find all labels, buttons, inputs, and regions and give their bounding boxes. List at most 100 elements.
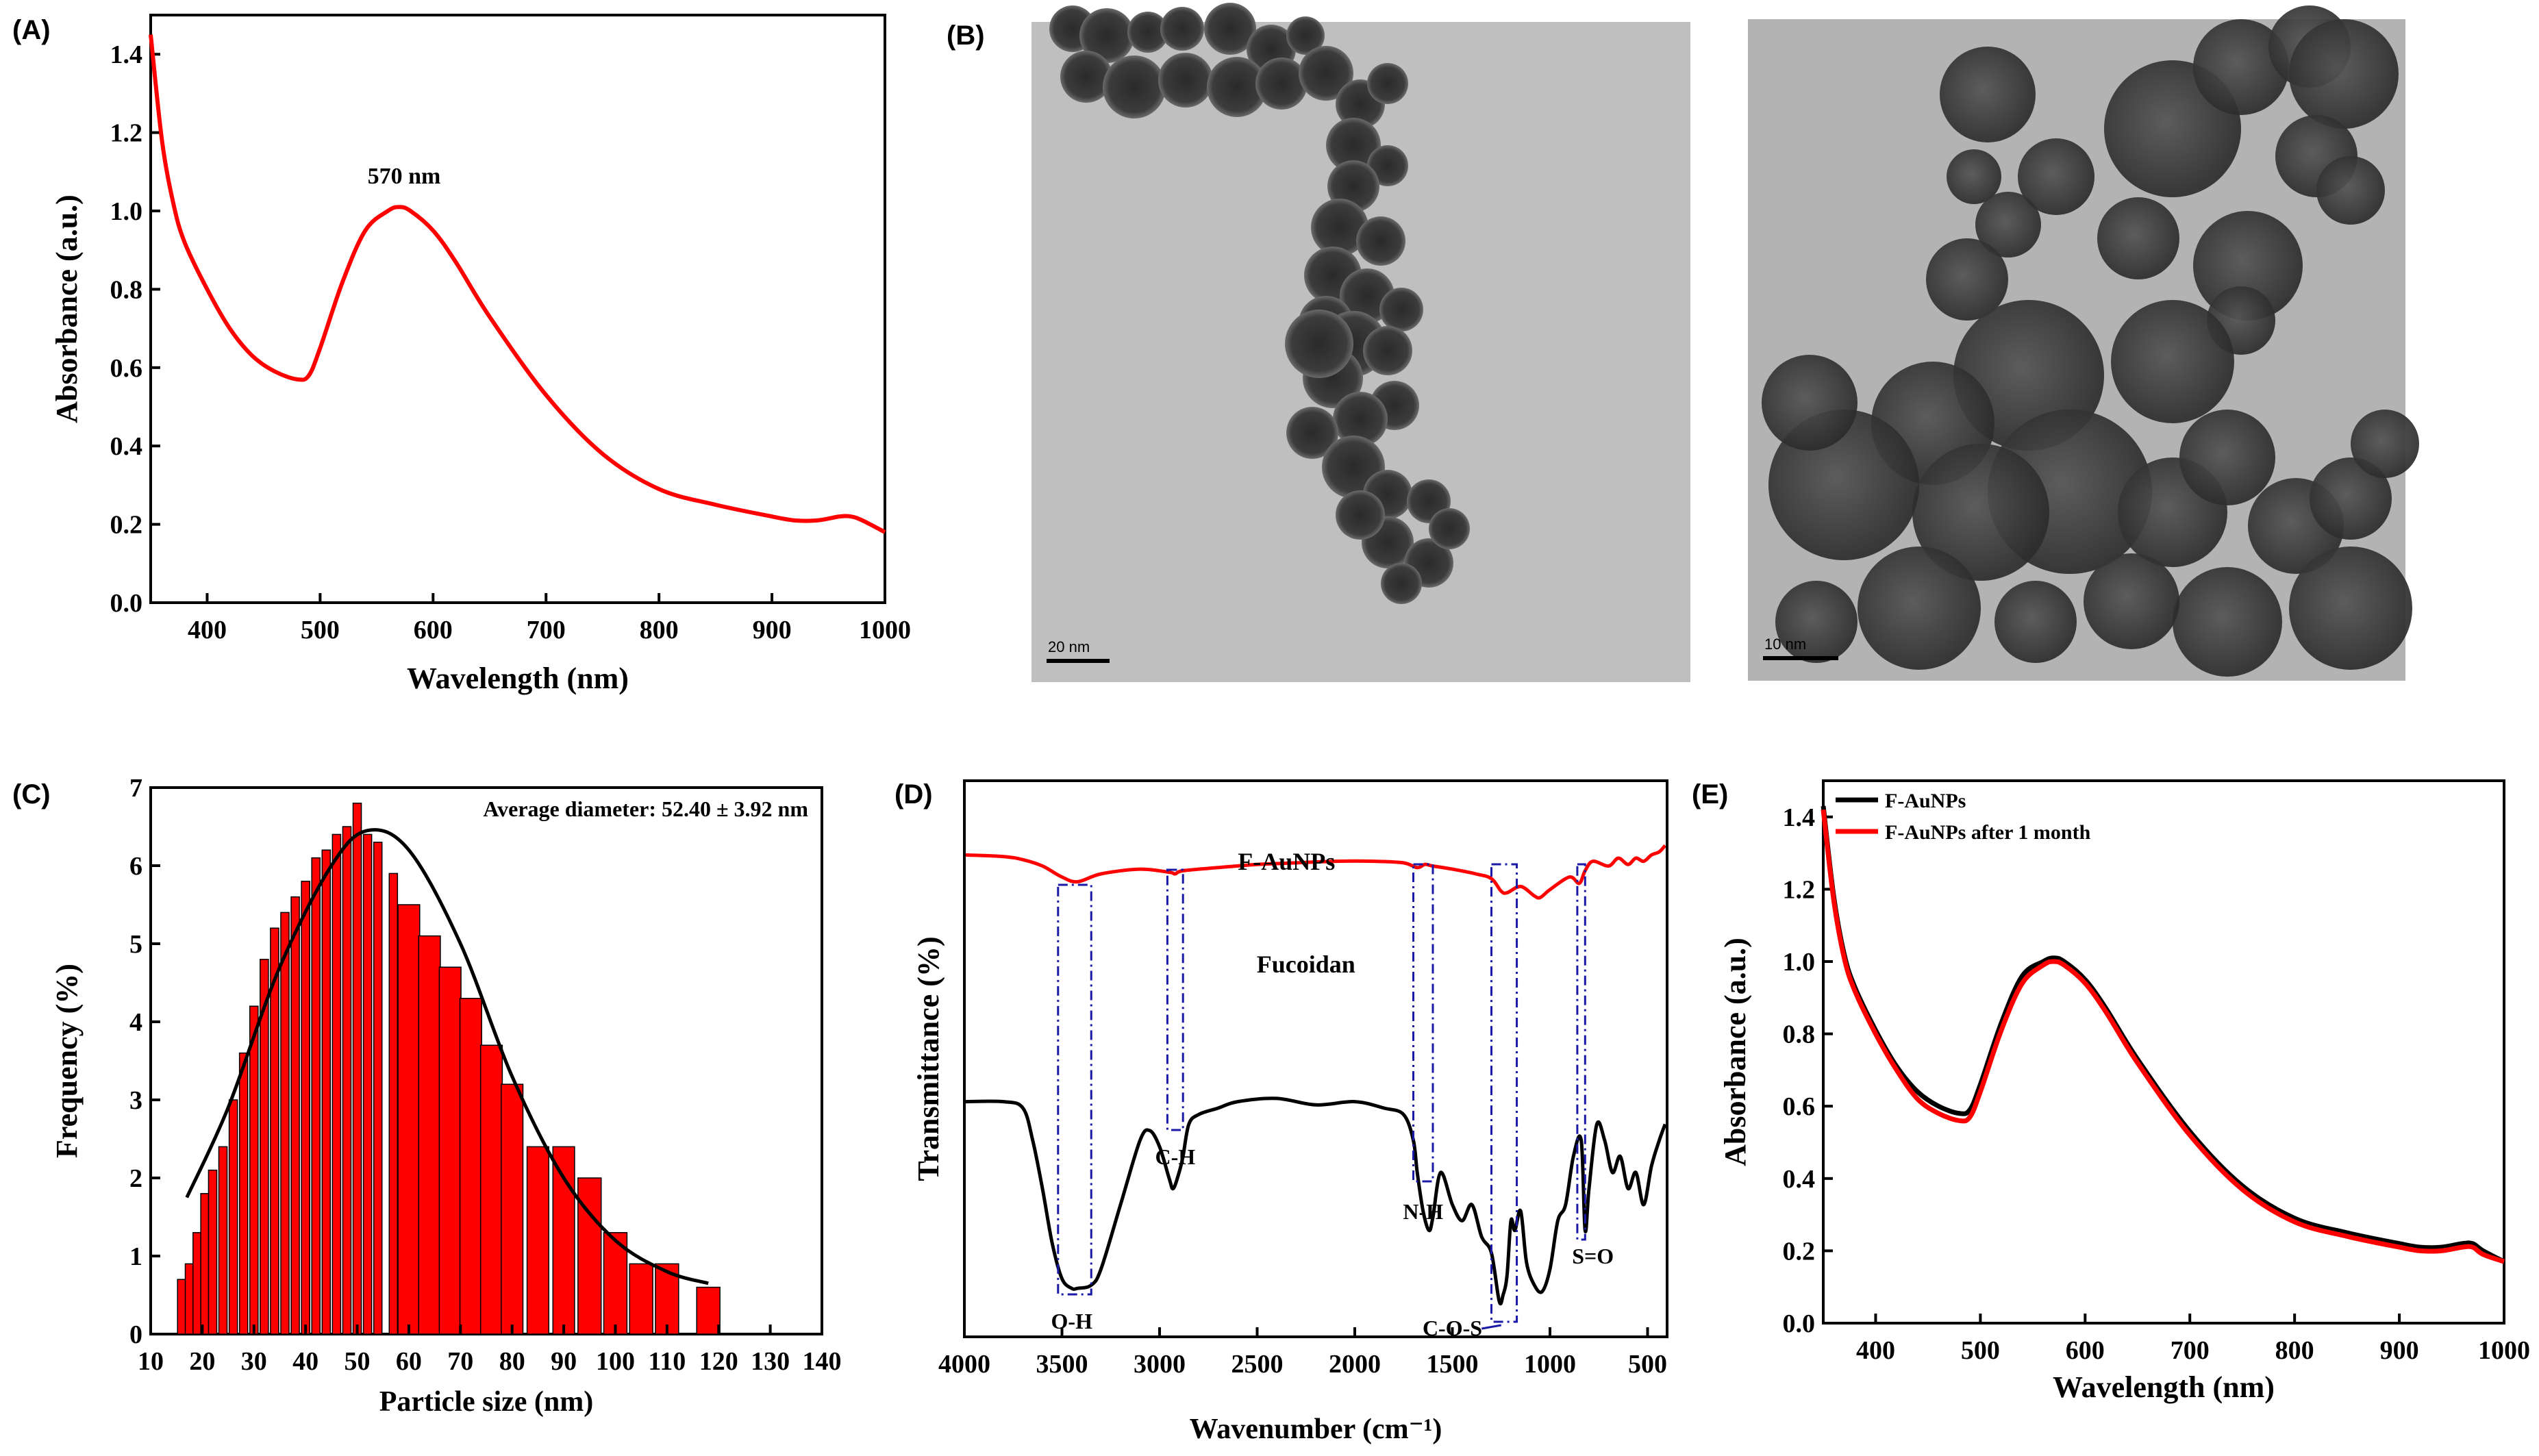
chart-e-series-line — [1821, 809, 2505, 1264]
chart-a-xtick-label: 500 — [301, 616, 340, 644]
chart-c-xtick-label: 30 — [241, 1347, 267, 1376]
chart-c-ytick-label: 5 — [129, 930, 142, 959]
tem-particle — [2289, 547, 2412, 670]
chart-c-bar — [184, 1263, 195, 1335]
tem-particle — [1367, 145, 1408, 186]
chart-d-label-so: S=O — [1572, 1244, 1614, 1268]
tem-particle — [1286, 407, 1338, 459]
scale-bar-left — [1047, 659, 1110, 663]
chart-c-ytick-label: 2 — [129, 1164, 142, 1193]
chart-c-bar — [332, 833, 342, 1335]
tem-particle — [1775, 581, 1858, 663]
chart-d-label-oh: O-H — [1051, 1309, 1093, 1333]
chart-c-bar — [301, 881, 310, 1335]
tem-particle — [1912, 444, 2049, 581]
chart-c-bar — [438, 966, 462, 1335]
tem-particle — [1975, 192, 2041, 258]
chart-c-xtick-label: 130 — [751, 1347, 790, 1376]
chart-c-xtick-label: 70 — [447, 1347, 473, 1376]
chart-e-xlabel: Wavelength (nm) — [2053, 1370, 2275, 1404]
chart-d-label-nh: N-H — [1403, 1199, 1443, 1224]
chart-a-ytick-label: 0.4 — [110, 432, 143, 461]
chart-c-bar — [321, 849, 332, 1335]
chart-d-band-box — [1490, 863, 1518, 1323]
chart-c-fit-line — [185, 828, 709, 1285]
chart-c-xtick-label: 50 — [345, 1347, 371, 1376]
chart-d-xtick-label: 3500 — [1036, 1350, 1088, 1379]
tem-particle — [1207, 57, 1267, 117]
chart-a-xtick-label: 1000 — [859, 616, 911, 644]
chart-c-bar — [479, 1044, 503, 1335]
chart-c-bar — [603, 1232, 628, 1335]
chart-c-bar — [270, 927, 279, 1335]
chart-e-xtick-label: 700 — [2171, 1336, 2210, 1365]
chart-d-band-box — [1057, 883, 1092, 1296]
chart-e-xtick-label: 800 — [2275, 1336, 2314, 1365]
chart-e-xtick-label: 1000 — [2478, 1336, 2530, 1365]
chart-d-xtick-label: 2000 — [1329, 1350, 1381, 1379]
chart-c-xtick-label: 120 — [699, 1347, 738, 1376]
tem-particle — [1926, 238, 2008, 321]
chart-c-bar — [218, 1146, 228, 1335]
tem-particle — [1127, 12, 1168, 53]
tem-particle — [1285, 310, 1353, 378]
chart-d-xtick-label: 1000 — [1524, 1350, 1576, 1379]
chart-a-ytick-label: 1.2 — [110, 119, 143, 148]
chart-d-label-fucoidan: Fucoidan — [1257, 951, 1355, 978]
chart-d-series-fucoidan — [964, 1096, 1667, 1306]
chart-a-ytick-label: 0.6 — [110, 354, 143, 383]
chart-c-bar — [238, 1052, 249, 1335]
chart-e-ytick-label: 0.6 — [1783, 1092, 1816, 1121]
chart-e-xtick-label: 900 — [2380, 1336, 2419, 1365]
panel-label-a: (A) — [12, 15, 51, 45]
chart-a-ytick-label: 1.4 — [110, 40, 143, 69]
chart-e-series-line — [1821, 805, 2505, 1264]
chart-e-xtick-label: 400 — [1856, 1336, 1895, 1365]
chart-c-xtick-label: 20 — [189, 1347, 215, 1376]
chart-c-bar — [200, 1193, 210, 1335]
tem-particle — [2018, 138, 2094, 215]
tem-particle — [1103, 55, 1166, 118]
chart-c-bar — [192, 1232, 202, 1335]
chart-a-xtick-label: 600 — [414, 616, 453, 644]
chart-e-ytick-label: 0.0 — [1783, 1309, 1816, 1338]
tem-particle — [1255, 58, 1308, 110]
chart-c-xtick-label: 10 — [138, 1347, 164, 1376]
chart-d-xtick-label: 2500 — [1231, 1350, 1284, 1379]
chart-d-series-f-aunps — [964, 844, 1667, 900]
chart-c-annotation: Average diameter: 52.40 ± 3.92 nm — [483, 796, 808, 821]
tem-particle — [1940, 47, 2036, 142]
tem-particle — [1363, 326, 1412, 375]
chart-d-label-f-aunps: F-AuNPs — [1238, 848, 1335, 875]
chart-e-frame — [1822, 779, 2505, 1325]
panel-label-d: (D) — [895, 779, 933, 809]
tem-particle — [2351, 410, 2419, 478]
scale-bar-right — [1763, 656, 1838, 660]
chart-d-arrow — [1481, 1324, 1502, 1330]
tem-particle — [2289, 19, 2399, 129]
tem-particle — [2316, 156, 2385, 225]
tem-particle — [1379, 288, 1423, 331]
tem-right-particles — [1762, 5, 2419, 677]
chart-c-xtick-label: 100 — [596, 1347, 635, 1376]
chart-e-ytick-label: 1.4 — [1783, 803, 1816, 832]
chart-c-bar — [696, 1286, 721, 1335]
chart-a-xtick-label: 400 — [188, 616, 227, 644]
chart-c-bar — [290, 896, 300, 1335]
chart-c-bar — [280, 912, 290, 1335]
chart-a-ytick-label: 0.8 — [110, 275, 143, 304]
tem-particle — [2193, 19, 2289, 115]
chart-d-xtick-label: 4000 — [938, 1350, 990, 1379]
chart-a-ylabel: Absorbance (a.u.) — [50, 194, 84, 423]
chart-c-bar — [388, 873, 399, 1335]
chart-d-band-box — [1412, 863, 1434, 1183]
chart-c-bar — [501, 1083, 524, 1335]
chart-e-ylabel: Absorbance (a.u.) — [1718, 938, 1752, 1166]
tem-image-right: 10 nm — [1748, 19, 2405, 681]
tem-particle — [1326, 118, 1381, 173]
tem-particle — [1299, 46, 1353, 101]
chart-c-bar — [260, 959, 269, 1335]
tem-particle — [1079, 8, 1134, 63]
chart-c-bar — [228, 1099, 238, 1335]
